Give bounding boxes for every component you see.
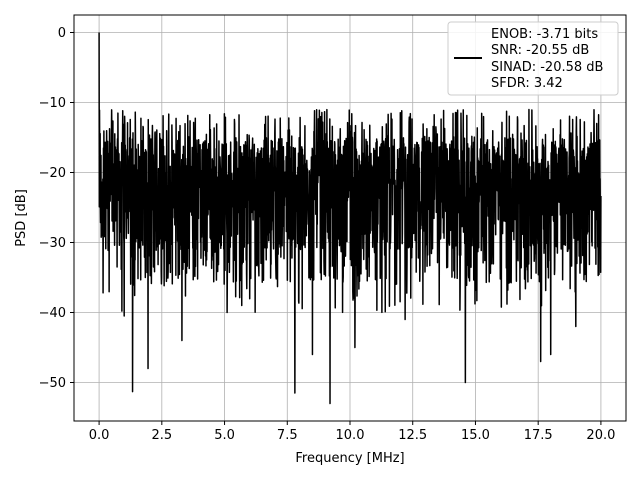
y-tick-label: −10 [39,96,66,111]
y-tick-label: −30 [39,236,66,251]
x-axis: 0.0 2.5 5.0 7.5 10.0 12.5 15.0 17.5 20.0 [89,421,615,443]
x-tick-label: 0.0 [89,428,110,443]
x-tick-label: 10.0 [336,428,365,443]
legend-entry-enob: ENOB: -3.71 bits [491,27,598,42]
x-tick-label: 7.5 [277,428,298,443]
y-axis: 0 −10 −20 −30 −40 −50 [39,26,74,391]
x-axis-label: Frequency [MHz] [295,451,404,466]
legend-box [447,21,619,96]
x-tick-label: 20.0 [586,428,615,443]
legend-entry-sfdr: SFDR: 3.42 [491,76,563,91]
y-tick-label: 0 [58,26,66,41]
x-tick-label: 5.0 [214,428,235,443]
x-tick-label: 12.5 [398,428,427,443]
y-tick-label: −50 [39,376,66,391]
y-tick-label: −20 [39,166,66,181]
psd-series [98,32,602,405]
y-axis-label: PSD [dB] [14,189,29,247]
x-tick-label: 15.0 [461,428,490,443]
legend: ENOB: -3.71 bits SNR: -20.55 dB SINAD: -… [447,21,619,96]
psd-line [98,32,602,405]
y-tick-label: −40 [39,306,66,321]
x-tick-label: 2.5 [151,428,172,443]
legend-entry-sinad: SINAD: -20.58 dB [491,60,603,75]
x-tick-label: 17.5 [524,428,553,443]
legend-entry-snr: SNR: -20.55 dB [491,43,589,58]
